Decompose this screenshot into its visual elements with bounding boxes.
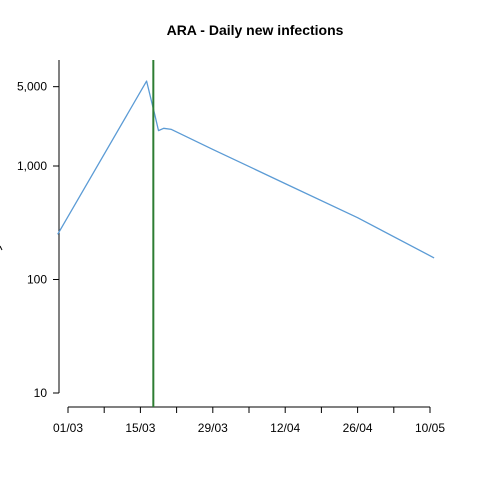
series-layer	[57, 80, 435, 259]
y-axis-label-stub	[0, 245, 3, 251]
x-tick-label: 26/04	[343, 421, 373, 435]
y-tick-label: 1,000	[17, 159, 47, 173]
x-tick-label: 15/03	[125, 421, 155, 435]
y-tick-label: 5,000	[17, 80, 47, 94]
chart-title: ARA - Daily new infections	[167, 22, 344, 38]
series-line	[57, 80, 435, 259]
y-tick-label: 10	[34, 386, 48, 400]
x-axis: 01/03 15/03 29/03 12/04 26/04 10/05	[53, 406, 445, 435]
x-tick-label: 29/03	[198, 421, 228, 435]
y-tick-label: 100	[27, 273, 47, 287]
x-tick-label: 12/04	[270, 421, 300, 435]
y-axis: 10 100 1,000 5,000	[17, 60, 60, 400]
x-tick-label: 10/05	[415, 421, 445, 435]
x-tick-label: 01/03	[53, 421, 83, 435]
